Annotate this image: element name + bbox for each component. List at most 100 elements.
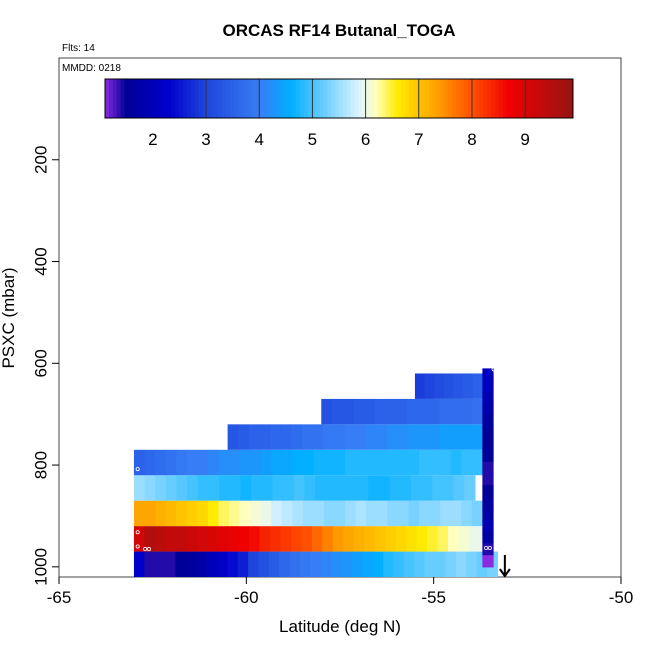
heatmap-cell [453, 373, 464, 399]
heatmap-cell [155, 449, 167, 476]
heatmap-cell [207, 526, 219, 552]
heatmap-cell [155, 500, 167, 527]
arrow-marker-head [499, 568, 511, 578]
colorbar-tick-label: 5 [308, 130, 317, 149]
sample-point [491, 367, 496, 372]
heatmap-cell [144, 475, 156, 501]
heatmap-cell [482, 461, 494, 475]
colorbar-segment [541, 79, 547, 118]
colorbar-segment [397, 79, 402, 118]
heatmap-cell [196, 551, 208, 577]
colorbar-segment [346, 79, 352, 118]
colorbar-segment [261, 79, 266, 118]
sample-point [135, 467, 140, 472]
heatmap-cell [364, 398, 376, 425]
heatmap-cell [268, 551, 280, 577]
heatmap-cell [144, 500, 156, 527]
heatmap-cell [302, 500, 315, 527]
heatmap-cell [414, 373, 426, 399]
heatmap-cell [429, 500, 441, 527]
colorbar-segment [534, 79, 539, 118]
date-label: MMDD: 0218 [62, 63, 121, 74]
colorbar-segment [105, 79, 110, 118]
colorbar-segment [116, 79, 122, 118]
heatmap-cell [472, 373, 483, 399]
heatmap-cell [378, 475, 391, 501]
heatmap-cell [419, 449, 431, 476]
heatmap-cell [450, 398, 462, 425]
colorbar-segment [241, 79, 246, 118]
heatmap-cell [366, 500, 378, 527]
colorbar-segment [284, 79, 289, 118]
colorbar-segment [479, 79, 484, 118]
heatmap-cell [186, 526, 198, 552]
heatmap-cell [407, 398, 419, 425]
heatmap-cell [304, 475, 316, 501]
colorbar-tick-label: 2 [148, 130, 157, 149]
layer-850 [133, 475, 476, 501]
heatmap-cell [345, 449, 357, 476]
colorbar-segment [222, 79, 227, 118]
heatmap-cell [418, 424, 430, 450]
heatmap-cell [283, 475, 295, 501]
heatmap-cell [133, 475, 146, 501]
heatmap-cell [435, 551, 447, 577]
heatmap-cell [250, 500, 262, 527]
heatmap-cell [434, 373, 445, 399]
heatmap-cell [364, 526, 376, 552]
column-right [482, 368, 494, 568]
heatmap-cell [386, 424, 399, 450]
layer-690 [321, 398, 483, 425]
axes: -65 -60 -55 -50 200 400 600 800 1000 [31, 146, 633, 607]
heatmap-cell [374, 526, 386, 552]
flights-label: Flts: 14 [62, 43, 95, 54]
heatmap-cell [313, 449, 325, 476]
heatmap-cell [471, 449, 483, 476]
colorbar-segment [327, 79, 332, 118]
colorbar-segment [202, 79, 207, 118]
heatmap-cell [208, 475, 220, 501]
heatmap-cell [271, 500, 283, 527]
heatmap-cell [366, 449, 378, 476]
colorbar-segment [206, 79, 211, 118]
heatmap-cell [165, 475, 178, 501]
heatmap-cell [331, 551, 343, 577]
heatmap-cell [389, 475, 401, 501]
colorbar-segment [307, 79, 313, 118]
heatmap-cell [461, 500, 473, 527]
heatmap-cell [421, 475, 433, 501]
colorbar-segment [128, 79, 133, 118]
heatmap-cell [372, 551, 384, 577]
heatmap-cell [482, 508, 494, 521]
colorbar-segment [510, 79, 515, 118]
colorbar-segment [264, 79, 270, 118]
colorbar-segment [183, 79, 188, 118]
colorbar-segment [561, 79, 566, 118]
colorbar-tick-label: 9 [520, 130, 529, 149]
heatmap-cell [355, 449, 367, 476]
heatmap-cell [362, 551, 374, 577]
heatmap-cell [311, 526, 323, 552]
colorbar-segment [179, 79, 184, 118]
heatmap-cell [240, 475, 252, 501]
heatmap-cell [466, 551, 478, 577]
heatmap-cell [365, 424, 377, 450]
colorbar-segment [288, 79, 293, 118]
heatmap-cell [185, 551, 197, 577]
heatmap-cell [251, 475, 263, 501]
heatmap-cell [482, 426, 494, 440]
heatmap-cell [354, 424, 367, 450]
heatmap-cell [442, 475, 455, 501]
colorbar-segment [186, 79, 192, 118]
heatmap-cell [424, 551, 436, 577]
heatmap-cell [471, 398, 483, 425]
heatmap-cell [406, 526, 418, 552]
heatmap-cell [249, 526, 261, 552]
heatmap-cell [332, 398, 344, 425]
colorbar-segment [229, 79, 235, 118]
colorbar-segment [432, 79, 437, 118]
heatmap-cell [133, 449, 146, 476]
colorbar-segment [167, 79, 172, 118]
colorbar-segment [144, 79, 149, 118]
colorbar-segment [245, 79, 250, 118]
